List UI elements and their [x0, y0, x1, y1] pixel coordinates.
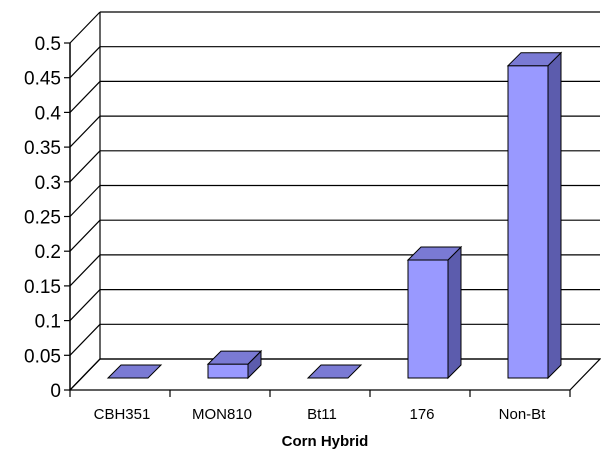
- bar-front: [207, 363, 249, 379]
- bar-top: [406, 246, 463, 261]
- bar-top: [206, 350, 263, 365]
- bar-side: [447, 245, 462, 380]
- x-axis-title: Corn Hybrid: [282, 433, 369, 450]
- x-category-label: CBH351: [94, 406, 151, 423]
- gridline-wall: [69, 150, 101, 183]
- bar-top: [306, 364, 363, 379]
- x-axis-categories: CBH351 MON810 Bt11 176 Non-Bt: [69, 390, 571, 423]
- bar-front: [507, 65, 549, 379]
- y-axis-ticks: 0 0.05 0.1 0.15 0.2 0.25 0.3 0.35 0.4 0.45 0.5: [24, 34, 70, 402]
- bar-front: [407, 259, 449, 379]
- y-tick-label: 0.05: [24, 346, 61, 367]
- bars: [106, 51, 563, 380]
- bar: [106, 364, 163, 379]
- gridline-wall: [69, 289, 101, 322]
- bar-side: [547, 51, 562, 380]
- bar-top: [106, 364, 163, 379]
- bar-top: [506, 52, 563, 67]
- y-tick-label: 0.4: [35, 103, 62, 124]
- gridline-wall: [69, 219, 101, 252]
- x-category-label: MON810: [192, 406, 252, 423]
- x-category-label: Non-Bt: [499, 406, 547, 423]
- y-tick-label: 0.35: [24, 138, 61, 159]
- y-tick-label: 0.25: [24, 208, 61, 229]
- bar: [206, 349, 263, 380]
- y-tick-label: 0.1: [35, 312, 61, 333]
- gridline-wall: [69, 254, 101, 287]
- bar: [506, 51, 563, 380]
- y-tick-label: 0.5: [35, 34, 61, 55]
- y-tick-label: 0: [50, 381, 61, 402]
- bar: [406, 245, 463, 380]
- floor-plane: [68, 358, 601, 391]
- gridline-wall: [69, 185, 101, 217]
- gridline-wall: [69, 323, 101, 356]
- gridline-wall: [69, 80, 101, 113]
- gridline-wall: [69, 46, 101, 79]
- gridline-wall: [69, 11, 101, 44]
- y-tick-label: 0.45: [24, 69, 61, 90]
- x-category-label: 176: [409, 406, 434, 423]
- x-category-label: Bt11: [307, 406, 337, 423]
- bar: [306, 364, 363, 379]
- y-tick-label: 0.15: [24, 277, 61, 298]
- chart-floor: [68, 358, 601, 391]
- y-tick-label: 0.2: [35, 242, 61, 263]
- gridline-wall: [69, 115, 101, 148]
- y-tick-label: 0.3: [35, 173, 61, 194]
